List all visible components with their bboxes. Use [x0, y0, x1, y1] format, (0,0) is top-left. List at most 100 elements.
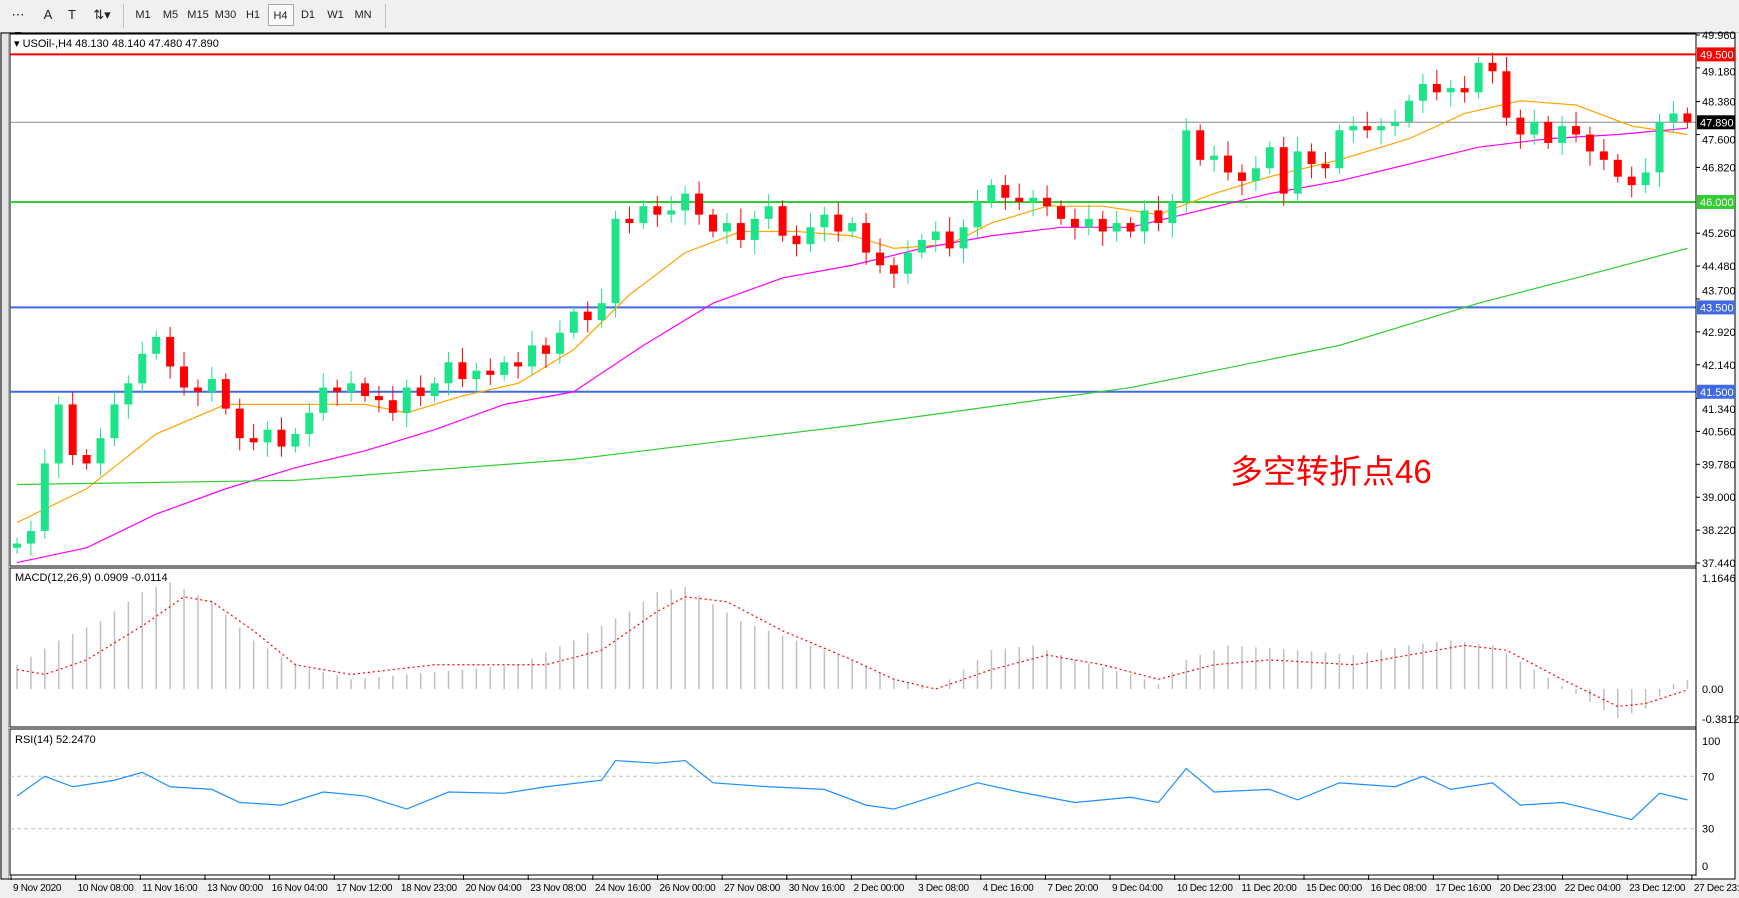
date-tick-label: 15 Dec 00:00 — [1306, 883, 1363, 894]
hline-price-label: 46.000 — [1700, 197, 1734, 209]
candle-bull — [722, 223, 731, 232]
candle-bear — [1460, 88, 1469, 93]
date-tick-label: 9 Nov 2020 — [13, 883, 62, 894]
candle-bull — [1335, 130, 1344, 169]
candle-bear — [778, 206, 787, 236]
candle-bull — [1084, 218, 1093, 228]
price-tick-label: 40.560 — [1702, 426, 1736, 438]
date-tick-label: 2 Dec 00:00 — [853, 883, 904, 894]
candle-bear — [695, 193, 704, 215]
arrows-icon[interactable]: ⇅▾ — [93, 7, 111, 22]
price-tick-label: 41.340 — [1702, 404, 1736, 416]
candle-bear — [1432, 83, 1441, 93]
candle-bear — [889, 265, 898, 274]
candle-bull — [611, 218, 620, 304]
hline-price-label: 41.500 — [1700, 387, 1734, 399]
candle-bull — [597, 303, 606, 321]
ma-slow-line — [16, 247, 1688, 486]
timeframe-m15-button[interactable]: M15 — [187, 9, 209, 21]
candle-bull — [806, 227, 815, 245]
candle-bull — [555, 332, 564, 354]
candle-bear — [834, 214, 843, 232]
candle-bear — [514, 362, 523, 367]
candle-bear — [374, 395, 383, 401]
candle-bear — [1516, 117, 1525, 135]
candle-bear — [1057, 206, 1065, 219]
hline-price-badge — [1697, 300, 1735, 315]
candle-bear — [1307, 151, 1316, 165]
candle-bear — [792, 235, 801, 245]
timeframe-w1-button[interactable]: W1 — [327, 9, 344, 21]
candle-bear — [876, 252, 885, 266]
rsi-line — [16, 759, 1688, 821]
candle-bull — [1391, 121, 1400, 127]
date-tick-label: 10 Dec 12:00 — [1177, 883, 1234, 894]
price-tick-label: 47.600 — [1702, 134, 1736, 146]
hline-price-label: 49.500 — [1700, 49, 1734, 61]
candle-bull — [1655, 121, 1664, 173]
candle-bull — [40, 463, 49, 531]
candle-bear — [945, 231, 954, 249]
timeframe-d1-button[interactable]: D1 — [300, 9, 316, 21]
date-tick-label: 23 Dec 12:00 — [1629, 883, 1686, 894]
candle-bull — [1418, 83, 1427, 101]
chart-annotation[interactable]: 多空转折点46 — [1230, 453, 1432, 490]
chart-border — [0, 32, 1736, 880]
timeframe-mn-button[interactable]: MN — [354, 9, 372, 21]
candle-bull — [472, 370, 481, 380]
candle-bull — [152, 336, 161, 354]
price-tick-label: 49.960 — [1702, 30, 1736, 42]
candle-bear — [277, 429, 286, 447]
candle-bear — [1070, 218, 1079, 228]
date-tick-label: 17 Nov 12:00 — [336, 883, 393, 894]
timeframe-m30-button[interactable]: M30 — [214, 9, 237, 21]
macd-signal-line — [16, 596, 1688, 708]
candle-bear — [709, 214, 717, 232]
macd-tick-label: 1.1646 — [1702, 573, 1736, 585]
candle-bull — [1251, 168, 1260, 181]
timeframe-h4-button[interactable]: H4 — [267, 4, 294, 26]
candle-bear — [862, 223, 871, 253]
candle-bear — [736, 223, 745, 240]
hline-price-label: 43.500 — [1700, 302, 1734, 314]
candle-bull — [1265, 147, 1274, 169]
price-tick-label: 37.440 — [1702, 558, 1736, 570]
candle-bull — [1112, 223, 1121, 232]
candle-bear — [1363, 126, 1372, 131]
date-tick-label: 10 Nov 08:00 — [78, 883, 135, 894]
candle-bull — [1405, 100, 1413, 122]
rsi-tick-label: 100 — [1702, 736, 1720, 748]
candle-bear — [1015, 197, 1024, 202]
text-tool-icon[interactable]: A — [43, 7, 53, 22]
candle-bear — [180, 366, 189, 388]
timeframe-h1-button[interactable]: H1 — [245, 9, 261, 21]
toolbar-separator — [123, 4, 124, 28]
candle-bear — [1572, 126, 1581, 135]
rsi-tick-label: 70 — [1702, 771, 1714, 783]
price-tick-label: 48.380 — [1702, 97, 1736, 109]
timeframe-m1-button[interactable]: M1 — [135, 9, 151, 21]
macd-panel — [9, 567, 1697, 728]
hline-price-badge — [1697, 47, 1735, 62]
timeframe-m5-button[interactable]: M5 — [162, 9, 179, 21]
candle-bear — [1224, 155, 1233, 173]
ma-fast-line — [16, 100, 1688, 524]
candle-bear — [1321, 164, 1330, 169]
candle-bull — [1168, 201, 1177, 224]
candle-bull — [13, 543, 21, 548]
candle-bull — [1641, 172, 1650, 186]
candle-bull — [931, 231, 940, 240]
candle-bull — [681, 193, 690, 211]
candle-bull — [207, 379, 216, 392]
date-axis-bar — [0, 880, 1739, 898]
candle-bull — [987, 185, 996, 202]
candle-bear — [1683, 113, 1692, 123]
date-tick-label: 22 Dec 04:00 — [1565, 883, 1622, 894]
candle-bear — [458, 362, 467, 380]
candle-bull — [319, 387, 328, 413]
text-label-icon[interactable]: T — [68, 7, 76, 22]
candle-bear — [193, 387, 202, 392]
candle-bear — [235, 408, 244, 439]
candle-bull — [973, 201, 982, 228]
